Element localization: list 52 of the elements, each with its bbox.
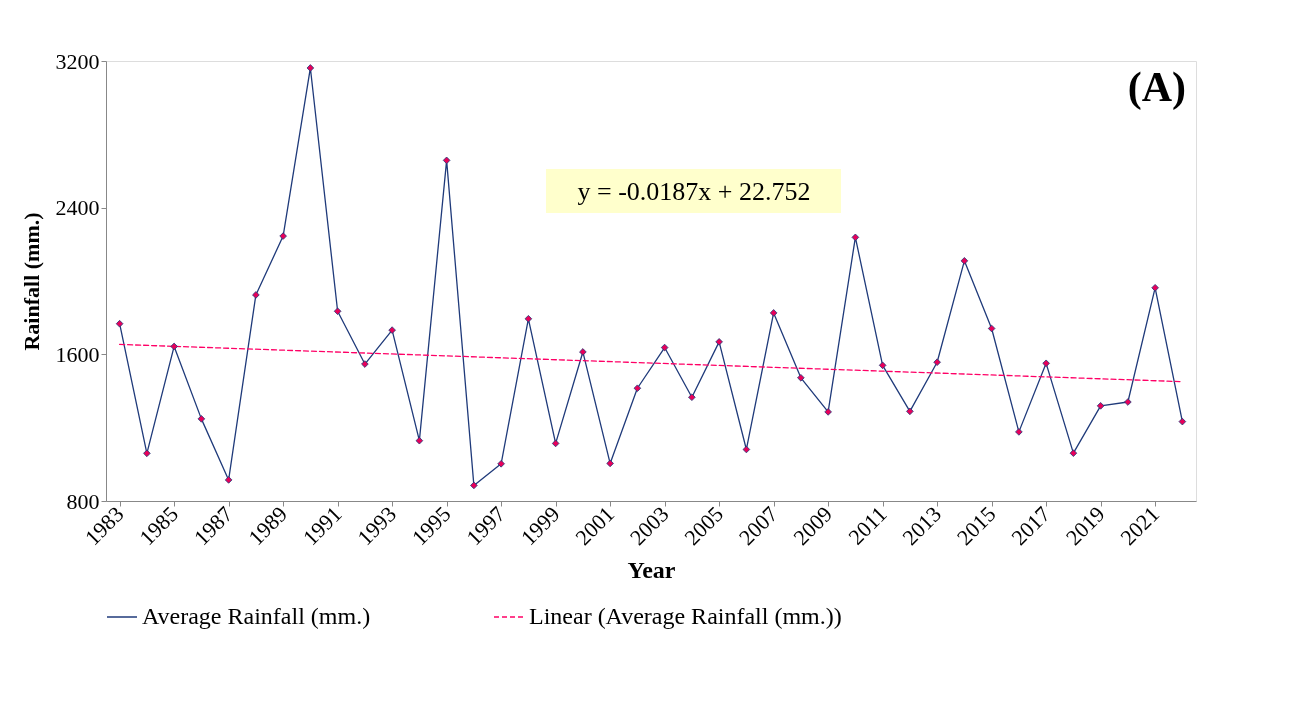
point bbox=[851, 233, 860, 242]
point bbox=[1124, 398, 1132, 406]
point bbox=[987, 324, 996, 333]
y-tick-label: 2400 bbox=[55, 195, 100, 221]
point bbox=[906, 407, 914, 416]
annotation: (A) bbox=[1127, 64, 1186, 111]
point bbox=[1042, 359, 1050, 368]
point bbox=[224, 476, 233, 484]
point bbox=[1096, 402, 1105, 410]
x-axis-title: Year bbox=[627, 557, 676, 584]
point bbox=[1178, 417, 1187, 426]
x-tick-label: 1991 bbox=[297, 501, 347, 551]
annotation: y = -0.0187x + 22.752 bbox=[577, 177, 811, 206]
legend-label: Average Rainfall (mm.) bbox=[142, 603, 371, 629]
point bbox=[415, 436, 424, 445]
point bbox=[279, 232, 287, 240]
point bbox=[1069, 449, 1078, 457]
point bbox=[1015, 428, 1023, 436]
point bbox=[497, 460, 505, 468]
point bbox=[388, 326, 396, 334]
point bbox=[633, 384, 642, 392]
y-tick-label: 800 bbox=[66, 488, 100, 514]
point bbox=[551, 439, 560, 448]
y-tick-label: 3200 bbox=[55, 48, 100, 74]
point bbox=[170, 342, 178, 351]
y-tick-label: 1600 bbox=[55, 341, 100, 367]
point bbox=[715, 338, 723, 346]
y-axis-title: Rainfall (mm.) bbox=[18, 212, 44, 351]
point bbox=[579, 348, 587, 356]
point bbox=[361, 360, 369, 368]
point bbox=[442, 156, 451, 165]
point bbox=[769, 309, 778, 317]
legend-label: Linear (Average Rainfall (mm.)) bbox=[529, 603, 842, 629]
point bbox=[742, 445, 751, 454]
point bbox=[306, 64, 315, 72]
x-tick-label: 2011 bbox=[843, 501, 892, 550]
point bbox=[606, 459, 614, 468]
point bbox=[688, 393, 696, 401]
point bbox=[252, 291, 260, 299]
point bbox=[824, 408, 832, 416]
point bbox=[878, 361, 887, 370]
point bbox=[524, 315, 533, 323]
point bbox=[660, 343, 669, 352]
point bbox=[333, 307, 342, 315]
point bbox=[1151, 284, 1159, 292]
point bbox=[960, 257, 969, 265]
point bbox=[797, 374, 805, 382]
point bbox=[115, 319, 124, 328]
point bbox=[197, 415, 206, 423]
point bbox=[933, 358, 941, 366]
point bbox=[143, 449, 151, 458]
point bbox=[470, 481, 478, 490]
